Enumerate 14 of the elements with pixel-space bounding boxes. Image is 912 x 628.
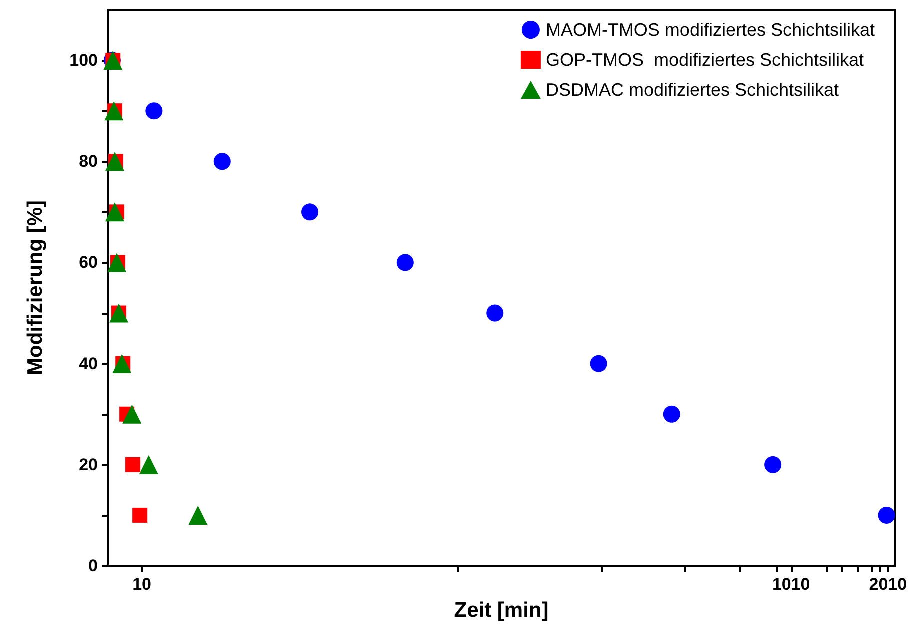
- y-tick-label: 20: [79, 455, 98, 474]
- y-tick-label: 80: [79, 152, 98, 172]
- x-tick-label: 10: [132, 575, 152, 594]
- x-tick-label: 2010: [869, 575, 908, 594]
- y-tick-label: 0: [88, 556, 98, 576]
- y-tick-label: 100: [70, 51, 98, 70]
- x-axis-title: Zeit [min]: [454, 599, 549, 622]
- legend-label: GOP-TMOS modifiziertes Schichtsilikat: [546, 50, 864, 70]
- y-axis-title: Modifizierung [%]: [24, 200, 47, 376]
- y-tick-label: 40: [79, 354, 98, 374]
- x-tick-label: 1010: [772, 575, 810, 594]
- legend-label: MAOM-TMOS modifiziertes Schichtsilikat: [546, 20, 876, 40]
- legend-label: DSDMAC modifiziertes Schichtsilikat: [546, 80, 840, 100]
- y-tick-label: 60: [79, 253, 98, 272]
